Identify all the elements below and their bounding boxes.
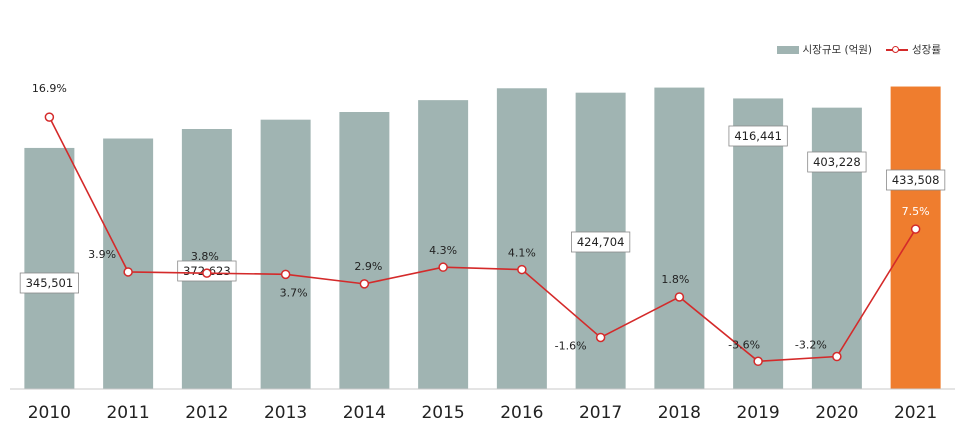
growth-rate-point-2013 [280, 269, 291, 280]
bar-2011 [103, 138, 154, 389]
legend-swatch-bar [776, 45, 799, 54]
bar-value-box-2021 [886, 169, 946, 191]
legend-item-market-size: 시장규모 (억원) [776, 42, 873, 57]
bar-value-box-2019 [728, 125, 788, 147]
legend: 시장규모 (억원) 성장률 [763, 42, 941, 57]
x-tick-label-2016: 2016 [500, 403, 543, 423]
bar-2018 [654, 87, 705, 389]
growth-rate-label-2018: 1.8% [661, 273, 689, 286]
x-tick-label-2020: 2020 [815, 403, 858, 423]
growth-rate-label-2015: 4.3% [429, 244, 457, 257]
bar-value-label-2019: 416,441 [734, 129, 782, 143]
x-tick-label-2010: 2010 [28, 403, 71, 423]
growth-rate-label-2013: 3.7% [280, 286, 308, 299]
x-tick-label-2014: 2014 [343, 403, 386, 423]
bar-value-box-2020 [807, 151, 867, 173]
x-tick-label-2012: 2012 [185, 403, 228, 423]
growth-rate-point-2021 [910, 224, 921, 234]
bar-value-label-2021: 433,508 [892, 173, 940, 187]
growth-rate-label-2016: 4.1% [508, 247, 536, 260]
x-tick-label-2018: 2018 [658, 403, 701, 423]
growth-rate-line [48, 116, 917, 363]
bar-2010 [24, 147, 75, 389]
x-tick-label-2015: 2015 [421, 403, 464, 423]
legend-item-growth-rate: 성장률 [886, 42, 941, 57]
growth-rate-point-2012 [202, 268, 212, 278]
growth-rate-point-2015 [438, 262, 448, 272]
bar-value-label-2020: 403,228 [813, 155, 861, 169]
growth-rate-label-2019: -3.6% [728, 338, 760, 351]
x-tick-label-2021: 2021 [894, 403, 937, 423]
growth-rate-label-2011: 3.9% [88, 248, 116, 261]
bar-2016 [496, 88, 547, 390]
x-tick-label-2019: 2019 [736, 403, 779, 423]
growth-rate-point-2011 [123, 267, 133, 277]
growth-rate-label-2020: -3.2% [795, 339, 827, 352]
growth-rate-point-2019 [753, 356, 763, 367]
bar-2021 [890, 86, 941, 389]
bar-2014 [339, 112, 390, 390]
growth-rate-point-2010 [44, 112, 55, 122]
growth-rate-point-2014 [359, 279, 370, 289]
bar-2013 [260, 119, 311, 389]
growth-rate-point-2017 [595, 332, 606, 343]
growth-rate-label-2021: 7.5% [902, 205, 930, 218]
growth-rate-label-2014: 2.9% [354, 260, 382, 273]
legend-label-market-size: 시장규모 (억원) [802, 44, 873, 56]
x-tick-label-2017: 2017 [579, 403, 622, 423]
growth-rate-point-2020 [832, 351, 842, 362]
bar-value-box-2017 [571, 231, 631, 253]
bar-value-label-2010: 345,501 [26, 276, 74, 290]
legend-swatch-line [886, 45, 909, 55]
legend-label-growth-rate: 성장률 [912, 44, 941, 56]
x-tick-label-2011: 2011 [106, 403, 149, 423]
bar-2019 [733, 98, 784, 390]
growth-rate-label-2012: 3.8% [191, 250, 219, 263]
bar-value-box-2010 [19, 272, 79, 294]
growth-rate-label-2017: -1.6% [555, 339, 587, 352]
growth-rate-label-2010: 16.9% [32, 82, 67, 95]
growth-rate-point-2018 [674, 292, 685, 302]
bar-value-label-2017: 424,704 [577, 235, 625, 249]
growth-rate-point-2016 [517, 264, 527, 275]
x-tick-label-2013: 2013 [264, 403, 307, 423]
bar-2015 [418, 100, 469, 390]
bar-2012 [181, 129, 232, 389]
